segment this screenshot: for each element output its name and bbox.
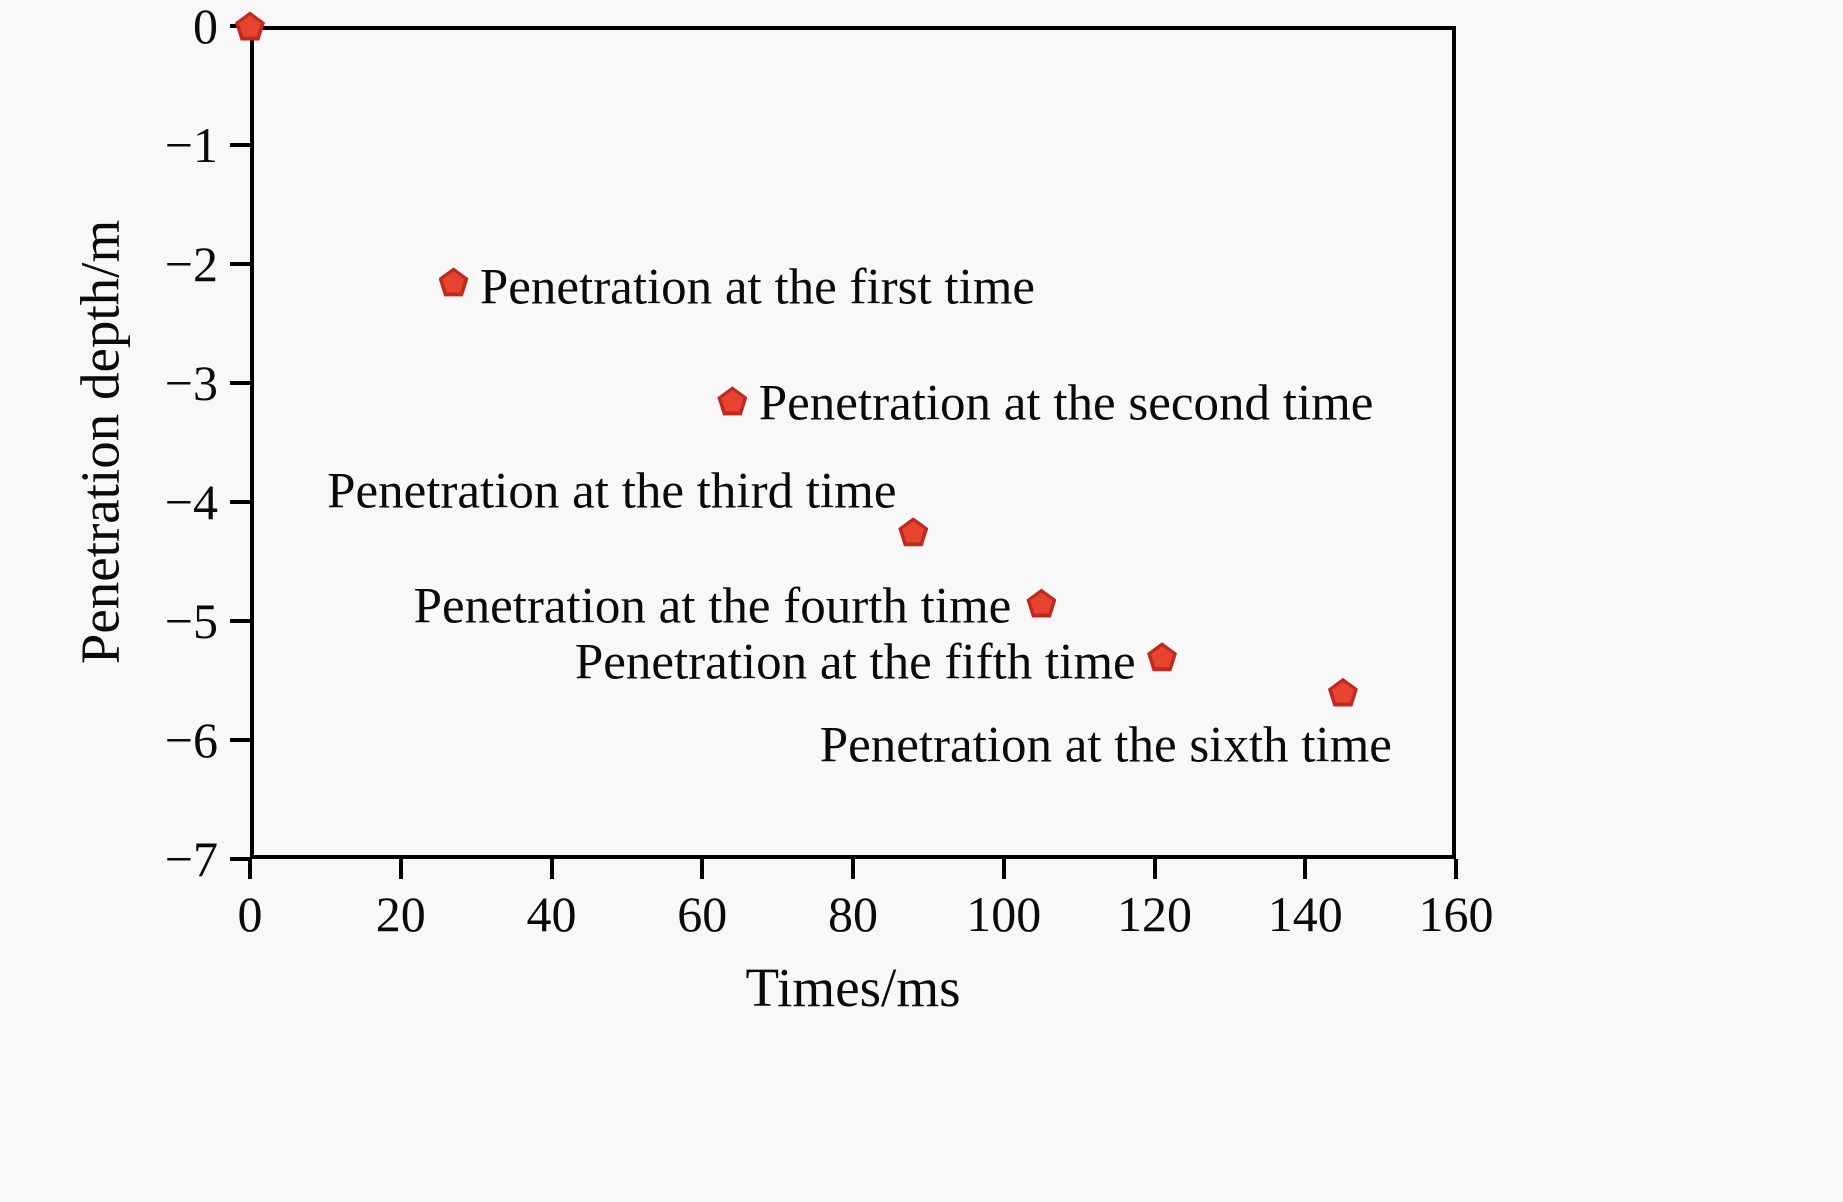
x-tick-mark xyxy=(1152,859,1157,879)
y-tick-label: −4 xyxy=(164,474,218,530)
x-tick-mark xyxy=(1454,859,1458,879)
x-tick-label: 80 xyxy=(828,886,878,942)
x-tick-mark xyxy=(1303,859,1308,879)
y-tick-mark xyxy=(230,500,250,504)
y-tick-label: −3 xyxy=(164,355,218,411)
data-point-label: Penetration at the third time xyxy=(327,463,897,520)
y-tick-mark xyxy=(230,143,250,147)
data-point-marker-fill xyxy=(239,15,261,37)
y-tick-label: 0 xyxy=(193,0,218,54)
x-tick-mark xyxy=(851,859,855,879)
x-tick-mark xyxy=(398,859,403,879)
data-point-marker-fill xyxy=(1151,646,1174,668)
data-point-marker-fill xyxy=(1030,592,1053,614)
x-tick-label: 120 xyxy=(1117,886,1192,942)
data-point-marker-fill xyxy=(902,521,925,543)
x-tick-label: 100 xyxy=(966,886,1042,942)
data-point-label: Penetration at the first time xyxy=(479,259,1036,316)
y-tick-mark xyxy=(230,262,250,266)
x-tick-mark xyxy=(248,859,252,879)
x-tick-label: 140 xyxy=(1267,886,1343,942)
x-tick-label: 0 xyxy=(237,886,263,942)
y-tick-label: −1 xyxy=(164,117,218,173)
x-tick-label: 60 xyxy=(677,886,728,942)
x-axis-title: Times/ms xyxy=(745,957,961,1018)
data-point-label: Penetration at the fifth time xyxy=(574,634,1136,691)
x-tick-mark xyxy=(1001,859,1006,879)
x-tick-label: 160 xyxy=(1418,886,1494,942)
x-tick-mark xyxy=(700,859,705,879)
data-point-label: Penetration at the sixth time xyxy=(819,717,1392,774)
x-tick-label: 20 xyxy=(375,886,426,942)
data-point-marker xyxy=(235,11,265,41)
y-tick-mark xyxy=(230,381,250,385)
y-tick-label: −2 xyxy=(164,236,218,292)
y-tick-mark xyxy=(230,619,250,623)
plot-area xyxy=(250,26,1456,859)
x-tick-mark xyxy=(549,859,554,879)
x-tick-label: 40 xyxy=(526,886,577,942)
data-point-marker-fill xyxy=(721,390,744,412)
y-tick-mark xyxy=(230,738,250,742)
y-tick-label: −7 xyxy=(164,831,218,887)
data-point-marker-fill xyxy=(442,271,465,293)
data-point-label: Penetration at the fourth time xyxy=(413,578,1012,635)
data-point-label: Penetration at the second time xyxy=(758,375,1374,432)
y-tick-mark xyxy=(230,857,250,861)
y-tick-label: −5 xyxy=(164,593,218,649)
y-tick-label: −6 xyxy=(164,712,218,768)
data-point-marker-fill xyxy=(1331,681,1354,703)
y-axis-title: Penetration depth/m xyxy=(69,219,131,665)
data-point-marker xyxy=(438,267,469,297)
